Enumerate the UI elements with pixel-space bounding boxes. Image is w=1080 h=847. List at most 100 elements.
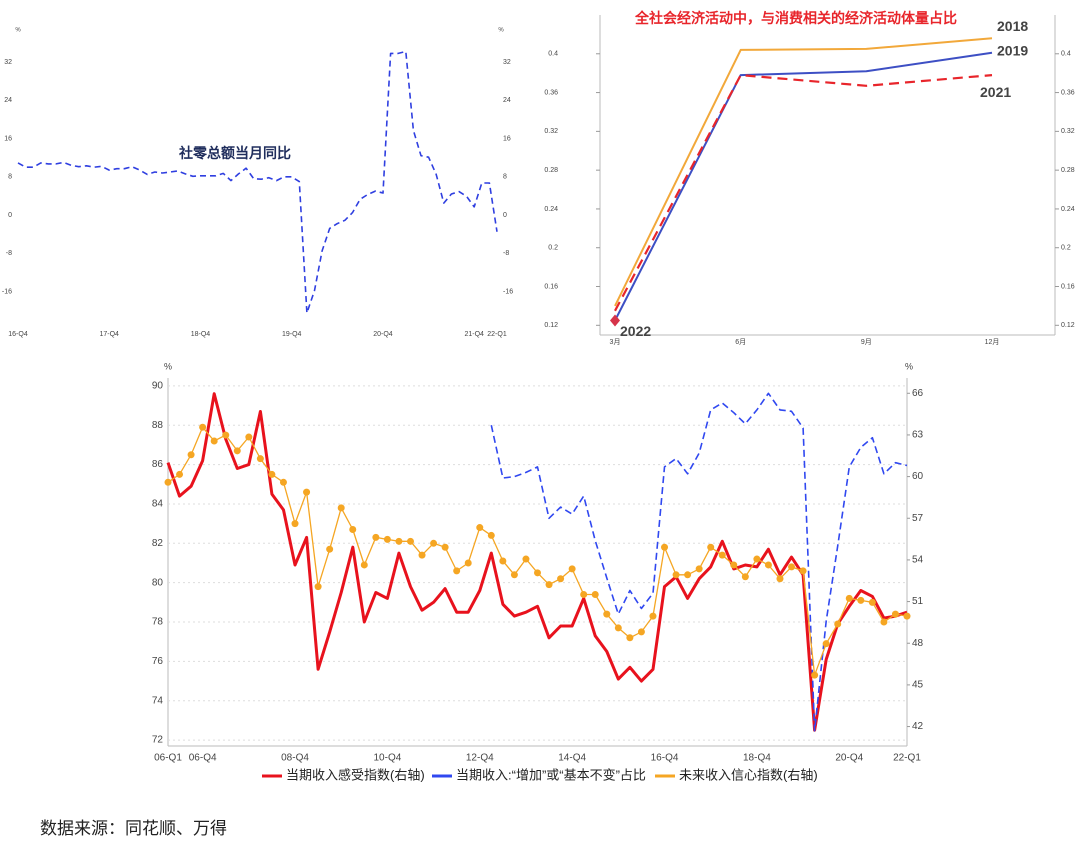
y2-tick-label: 45	[912, 680, 924, 691]
point-marker	[684, 571, 692, 579]
x-tick-label: 16-Q4	[651, 753, 679, 764]
y-tick-label: 16	[503, 135, 511, 142]
y-tick-label: 0.24	[1061, 206, 1075, 213]
legend-label: 当期收入感受指数(右轴)	[286, 767, 425, 782]
y2-tick-label: 63	[912, 430, 924, 441]
x-tick-label: 21-Q4	[464, 331, 484, 338]
x-tick-label: 22-Q1	[487, 331, 507, 338]
y-tick-label: 80	[152, 577, 164, 588]
y-tick-label: 0.32	[544, 128, 558, 135]
chart-title: 全社会经济活动中，与消费相关的经济活动体量占比	[634, 10, 957, 27]
point-marker	[164, 478, 172, 486]
point-marker	[222, 431, 230, 439]
point-marker	[360, 561, 368, 569]
point-marker	[406, 537, 414, 545]
y-tick-label: 0.2	[548, 245, 558, 252]
point-marker	[326, 545, 334, 553]
point-marker	[314, 583, 322, 591]
y-tick-label: 0.24	[544, 206, 558, 213]
point-marker	[545, 581, 553, 589]
point-marker	[233, 447, 241, 455]
y-unit: %	[15, 28, 21, 34]
x-tick-label: 08-Q4	[281, 753, 309, 764]
x-tick-label: 14-Q4	[558, 753, 586, 764]
x-tick-label: 22-Q1	[893, 753, 921, 764]
y-tick-label: 0.12	[544, 322, 558, 329]
point-marker	[730, 561, 738, 569]
y-tick-label: 0.4	[548, 51, 558, 58]
y-tick-label: 86	[152, 459, 164, 470]
point-marker	[534, 569, 541, 577]
point-marker	[880, 618, 888, 626]
point-marker	[187, 451, 195, 459]
y-tick-label: 82	[152, 538, 164, 549]
point-marker	[430, 539, 438, 547]
y-tick-label: 24	[503, 97, 511, 104]
point-marker	[764, 561, 772, 569]
point-marker	[580, 590, 588, 598]
y2-tick-label: 48	[912, 638, 924, 649]
point-marker	[372, 533, 380, 541]
point-marker	[834, 620, 842, 628]
series-line	[614, 51, 993, 321]
point-marker	[695, 565, 703, 573]
point-marker	[776, 575, 784, 583]
x-tick-label: 17-Q4	[100, 331, 120, 338]
point-marker	[418, 551, 426, 559]
point-marker	[522, 555, 530, 563]
x-tick-label: 6月	[735, 338, 746, 346]
point-marker	[741, 573, 749, 581]
y-tick-label: 32	[4, 59, 12, 66]
x-tick-label: 16-Q4	[8, 331, 28, 338]
x-tick-label: 9月	[861, 338, 872, 346]
point-marker	[811, 671, 819, 679]
y-tick-label: 76	[152, 656, 164, 667]
y-tick-label: 0.4	[1061, 51, 1071, 58]
y2-tick-label: 57	[912, 513, 924, 524]
point-marker	[672, 571, 680, 579]
y-tick-label: 90	[152, 381, 164, 392]
x-tick-label: 06-Q4	[189, 753, 217, 764]
y-tick-label: 0.28	[1061, 167, 1075, 174]
y-tick-label: 0.36	[544, 89, 558, 96]
point-marker	[822, 640, 830, 648]
y2-tick-label: 66	[912, 388, 924, 399]
point-marker	[626, 634, 634, 642]
x-tick-label: 3月	[610, 338, 621, 346]
y2-tick-label: 54	[912, 555, 924, 566]
point-marker	[603, 610, 611, 618]
point-marker	[637, 628, 645, 636]
point-marker	[845, 594, 853, 602]
x-tick-label: 12-Q4	[466, 753, 494, 764]
x-tick-label: 06-Q1	[154, 753, 182, 764]
x-tick-label: 19-Q4	[282, 331, 302, 338]
point-marker	[291, 520, 299, 528]
point-marker	[661, 543, 669, 551]
source-note: 数据来源：同花顺、万得	[40, 819, 227, 838]
point-marker	[349, 526, 357, 534]
point-marker	[245, 433, 253, 441]
point-marker	[453, 567, 461, 575]
y-tick-label: 0.36	[1061, 89, 1075, 96]
series-line	[166, 392, 908, 732]
y-tick-label: -16	[2, 288, 12, 295]
point-marker	[557, 575, 565, 583]
y-tick-label: -8	[6, 250, 12, 257]
y-tick-label: 0.28	[544, 167, 558, 174]
point-marker	[176, 470, 184, 478]
y-tick-label: 0.2	[1061, 245, 1071, 252]
point-marker	[337, 504, 345, 512]
legend-label: 当期收入:“增加”或“基本不变”占比	[456, 767, 646, 782]
y-tick-label: 84	[152, 499, 164, 510]
y-tick-label: 88	[152, 420, 164, 431]
point-marker	[568, 565, 576, 573]
point-marker	[476, 524, 484, 532]
point-marker	[199, 423, 207, 431]
series-label: 2019	[997, 43, 1028, 59]
y-tick-label: 8	[8, 174, 12, 181]
point-marker	[788, 563, 796, 571]
annotation: 社零总额当月同比	[178, 145, 291, 162]
point-marker	[268, 470, 276, 478]
series-line	[490, 392, 908, 732]
point-marker	[610, 314, 620, 327]
